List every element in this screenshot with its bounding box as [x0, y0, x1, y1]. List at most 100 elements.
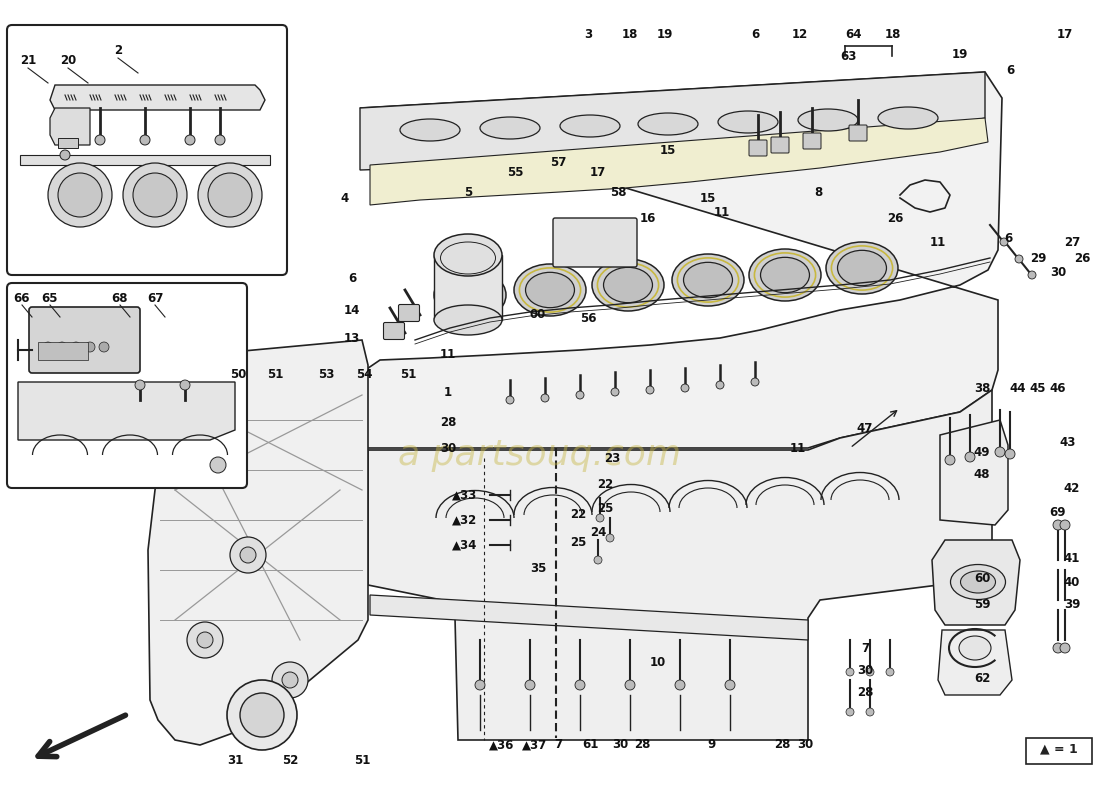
Ellipse shape	[683, 262, 733, 298]
Text: 23: 23	[604, 451, 620, 465]
Text: 50: 50	[230, 369, 246, 382]
Text: 21: 21	[20, 54, 36, 66]
FancyBboxPatch shape	[29, 307, 140, 373]
Circle shape	[227, 680, 297, 750]
Ellipse shape	[434, 269, 506, 321]
FancyBboxPatch shape	[7, 283, 248, 488]
Circle shape	[675, 680, 685, 690]
Text: 49: 49	[974, 446, 990, 458]
Circle shape	[965, 452, 975, 462]
Circle shape	[996, 447, 1005, 457]
Circle shape	[60, 150, 70, 160]
Circle shape	[846, 708, 854, 716]
Ellipse shape	[446, 278, 495, 313]
Ellipse shape	[480, 117, 540, 139]
Text: 6: 6	[348, 271, 356, 285]
Text: 00: 00	[530, 309, 546, 322]
Text: 67: 67	[146, 291, 163, 305]
Text: 7: 7	[861, 642, 869, 654]
Circle shape	[541, 394, 549, 402]
Text: 30: 30	[612, 738, 628, 751]
Circle shape	[866, 708, 874, 716]
Text: 8: 8	[814, 186, 822, 198]
Text: 58: 58	[609, 186, 626, 198]
Text: 11: 11	[930, 235, 946, 249]
Circle shape	[185, 135, 195, 145]
Text: 19: 19	[657, 29, 673, 42]
Text: 30: 30	[440, 442, 456, 454]
FancyBboxPatch shape	[1026, 738, 1092, 764]
Polygon shape	[360, 72, 984, 170]
Text: 28: 28	[773, 738, 790, 751]
Text: 52: 52	[282, 754, 298, 766]
Circle shape	[716, 381, 724, 389]
FancyBboxPatch shape	[384, 322, 405, 339]
Circle shape	[57, 342, 67, 352]
Circle shape	[187, 622, 223, 658]
Ellipse shape	[960, 571, 996, 593]
Circle shape	[214, 135, 225, 145]
FancyBboxPatch shape	[849, 125, 867, 141]
Circle shape	[606, 534, 614, 542]
Circle shape	[1053, 643, 1063, 653]
Text: 22: 22	[597, 478, 613, 491]
Ellipse shape	[672, 254, 744, 306]
Ellipse shape	[638, 113, 698, 135]
Polygon shape	[50, 85, 265, 110]
Polygon shape	[370, 595, 808, 640]
Polygon shape	[50, 108, 90, 145]
Text: ▲ = 1: ▲ = 1	[1041, 742, 1078, 755]
Text: 54: 54	[355, 369, 372, 382]
Text: 20: 20	[59, 54, 76, 66]
Text: 35: 35	[530, 562, 547, 574]
Text: 11: 11	[714, 206, 730, 218]
Circle shape	[1000, 238, 1008, 246]
Circle shape	[1060, 520, 1070, 530]
Ellipse shape	[526, 272, 574, 308]
Ellipse shape	[798, 109, 858, 131]
Text: 28: 28	[857, 686, 873, 698]
Text: 41: 41	[1064, 551, 1080, 565]
Text: 43: 43	[1059, 435, 1076, 449]
Text: ▲36: ▲36	[490, 738, 515, 751]
Text: ▲37: ▲37	[522, 738, 548, 751]
Bar	[58, 138, 78, 148]
Circle shape	[886, 668, 894, 676]
Text: 7: 7	[554, 738, 562, 751]
Text: 63: 63	[839, 50, 856, 63]
Text: 69: 69	[1049, 506, 1066, 518]
Circle shape	[751, 378, 759, 386]
Text: 28: 28	[440, 415, 456, 429]
Text: 1: 1	[444, 386, 452, 398]
Text: 30: 30	[796, 738, 813, 751]
Text: 25: 25	[597, 502, 613, 514]
Polygon shape	[355, 72, 1002, 448]
Text: 61: 61	[582, 738, 598, 751]
Circle shape	[95, 135, 104, 145]
Text: 65: 65	[42, 291, 58, 305]
Text: 22: 22	[570, 509, 586, 522]
Circle shape	[945, 455, 955, 465]
Text: 14: 14	[344, 303, 360, 317]
Circle shape	[681, 384, 689, 392]
Text: 66: 66	[13, 291, 31, 305]
FancyBboxPatch shape	[803, 133, 821, 149]
Text: 3: 3	[584, 29, 592, 42]
Text: 24: 24	[590, 526, 606, 538]
Circle shape	[610, 388, 619, 396]
Ellipse shape	[718, 111, 778, 133]
Text: 2: 2	[114, 43, 122, 57]
Text: 4: 4	[341, 191, 349, 205]
Ellipse shape	[604, 267, 652, 302]
Text: 25: 25	[570, 535, 586, 549]
Text: 13: 13	[344, 331, 360, 345]
Text: 6: 6	[1005, 63, 1014, 77]
Text: 48: 48	[974, 469, 990, 482]
Text: 30: 30	[857, 663, 873, 677]
Text: ▲34: ▲34	[452, 538, 477, 551]
Circle shape	[198, 163, 262, 227]
Ellipse shape	[514, 264, 586, 316]
Circle shape	[506, 396, 514, 404]
FancyBboxPatch shape	[553, 218, 637, 267]
Circle shape	[576, 391, 584, 399]
